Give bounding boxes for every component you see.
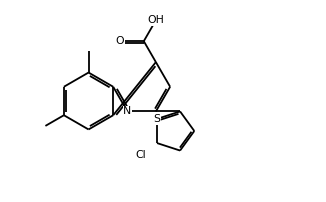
Text: S: S: [154, 114, 161, 124]
Text: O: O: [115, 36, 124, 46]
Text: OH: OH: [147, 15, 164, 25]
Text: Cl: Cl: [136, 150, 146, 160]
Text: N: N: [123, 106, 132, 116]
